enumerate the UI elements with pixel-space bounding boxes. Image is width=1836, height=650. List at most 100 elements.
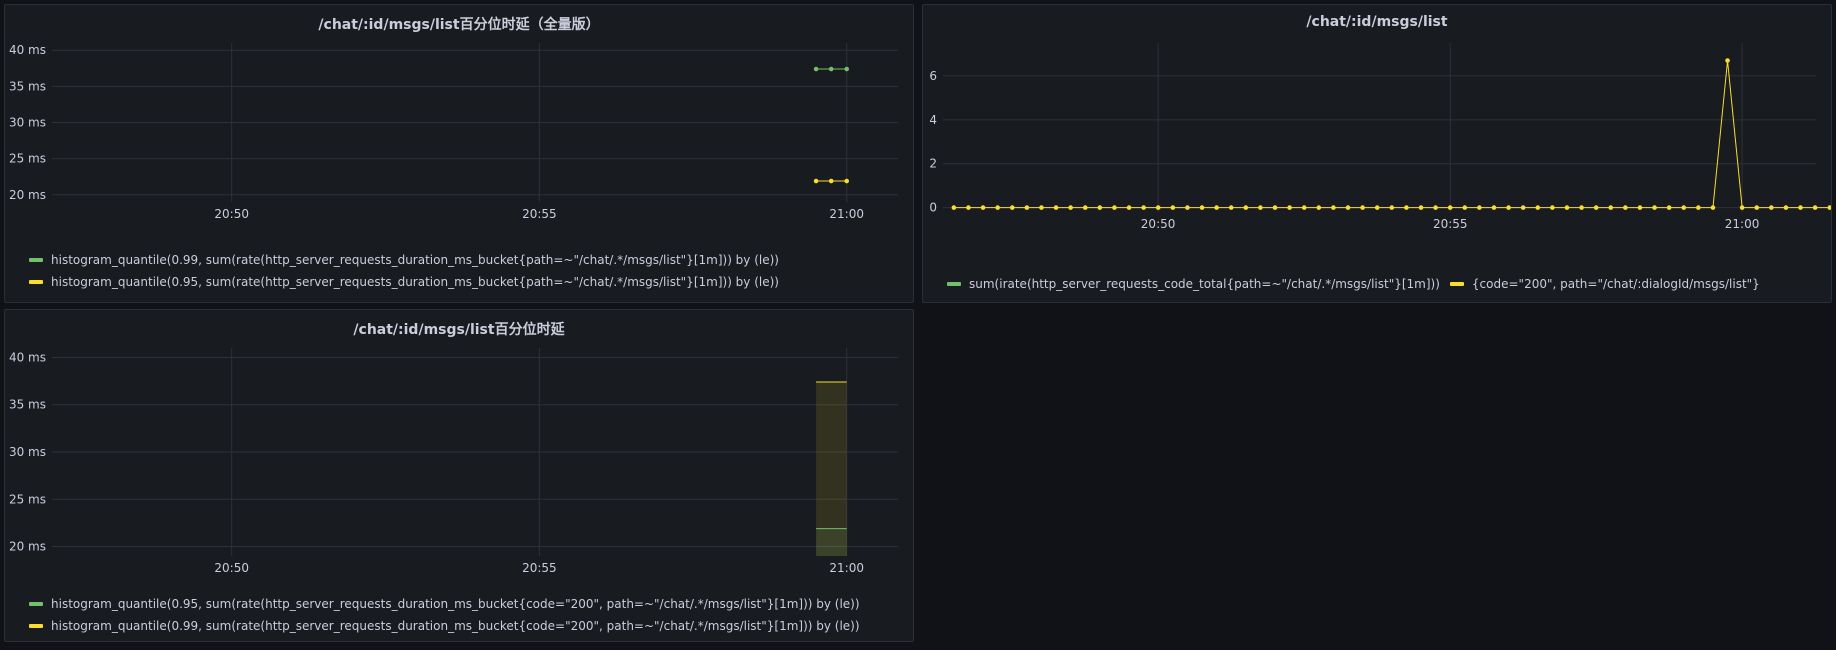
- panel-title[interactable]: /chat/:id/msgs/list: [1306, 14, 1448, 30]
- data-point: [1287, 205, 1292, 210]
- x-tick-label: 21:00: [829, 207, 864, 221]
- legend-label: histogram_quantile(0.99, sum(rate(http_s…: [51, 253, 779, 267]
- legend-item-p95[interactable]: histogram_quantile(0.95, sum(rate(http_s…: [29, 271, 779, 293]
- data-point: [1214, 205, 1219, 210]
- legend-swatch-yellow: [29, 624, 43, 628]
- data-point: [1550, 205, 1555, 210]
- data-point: [1783, 205, 1789, 210]
- x-tick-label: 20:55: [522, 207, 557, 221]
- data-point: [1652, 205, 1657, 210]
- data-point: [1053, 205, 1059, 210]
- data-point: [813, 66, 819, 72]
- legend-item-sum[interactable]: sum(irate(http_server_requests_code_tota…: [947, 277, 1440, 291]
- data-point: [1812, 205, 1818, 210]
- data-point: [1082, 205, 1088, 210]
- data-point: [1272, 205, 1278, 210]
- data-point: [1769, 205, 1774, 210]
- data-point: [1593, 205, 1599, 210]
- latency-chart-full: 20 ms 25 ms 30 ms 35 ms 40 ms 20:50 20:55 21:00: [9, 43, 898, 221]
- panel-title[interactable]: /chat/:id/msgs/list百分位时延（全量版）: [318, 17, 600, 33]
- legend-swatch-green: [29, 258, 43, 262]
- data-point: [1520, 205, 1526, 210]
- y-tick-label: 20 ms: [9, 540, 46, 554]
- legend-item-p99[interactable]: histogram_quantile(0.99, sum(rate(http_s…: [29, 615, 860, 637]
- data-point: [1637, 205, 1643, 210]
- x-tick-label: 20:55: [1433, 217, 1468, 231]
- data-point: [1097, 205, 1103, 210]
- data-point: [1827, 205, 1831, 210]
- y-tick-label: 30 ms: [9, 445, 46, 459]
- data-point: [1316, 205, 1322, 210]
- legend-swatch-green: [947, 282, 961, 286]
- requests-panel: /chat/:id/msgs/list 0 2 4 6 20:50 20:55 21:00 …: [922, 4, 1832, 303]
- data-point: [1009, 205, 1015, 210]
- data-point: [1141, 205, 1146, 210]
- latency-panel-full: /chat/:id/msgs/list百分位时延（全量版） 20 ms 25 ms…: [4, 4, 914, 303]
- data-point: [1243, 205, 1249, 210]
- y-tick-label: 25 ms: [9, 492, 46, 506]
- data-point: [966, 205, 971, 210]
- data-point: [1696, 205, 1701, 210]
- data-point: [1170, 205, 1176, 210]
- legend-item-code200[interactable]: {code="200", path="/chat/:dialogId/msgs/…: [1449, 277, 1760, 291]
- data-point: [1739, 205, 1745, 210]
- y-tick-label: 25 ms: [9, 152, 46, 166]
- legend-item-p99[interactable]: histogram_quantile(0.99, sum(rate(http_s…: [29, 249, 779, 271]
- y-tick-label: 30 ms: [9, 116, 46, 130]
- data-point: [1754, 205, 1760, 210]
- data-point: [980, 205, 986, 210]
- data-point: [995, 205, 1000, 210]
- data-point: [1112, 205, 1117, 210]
- data-point: [1433, 205, 1438, 210]
- data-point: [1535, 205, 1541, 210]
- y-tick-label: 35 ms: [9, 398, 46, 412]
- data-point: [1681, 205, 1687, 210]
- latency-panel: /chat/:id/msgs/list百分位时延 20 ms 25 ms 30 ms…: [4, 309, 914, 642]
- requests-chart: 0 2 4 6 20:50 20:55 21:00: [929, 43, 1831, 231]
- data-point: [1360, 205, 1365, 210]
- data-point: [1228, 205, 1234, 210]
- x-tick-label: 21:00: [829, 561, 864, 575]
- data-point: [813, 178, 819, 184]
- x-tick-label: 20:50: [214, 561, 249, 575]
- data-point: [1666, 205, 1672, 210]
- data-point: [1798, 205, 1803, 210]
- area-fill-p99: [816, 382, 847, 556]
- legend-item-p95[interactable]: histogram_quantile(0.95, sum(rate(http_s…: [29, 593, 860, 615]
- data-point: [1404, 205, 1409, 210]
- y-tick-label: 2: [929, 157, 937, 171]
- x-tick-label: 20:55: [522, 561, 557, 575]
- y-tick-label: 0: [929, 201, 937, 215]
- y-tick-label: 6: [929, 69, 937, 83]
- data-point: [828, 66, 834, 72]
- data-point: [1389, 205, 1395, 210]
- data-point: [1447, 205, 1453, 210]
- y-tick-label: 40 ms: [9, 43, 46, 57]
- legend-label: sum(irate(http_server_requests_code_tota…: [969, 277, 1440, 291]
- data-point: [844, 66, 850, 72]
- data-point: [1126, 205, 1132, 210]
- series-line: [953, 60, 1830, 209]
- panel-title[interactable]: /chat/:id/msgs/list百分位时延: [353, 322, 565, 338]
- legend-swatch-yellow: [29, 280, 43, 284]
- x-tick-label: 20:50: [1141, 217, 1176, 231]
- chart-legend: histogram_quantile(0.99, sum(rate(http_s…: [29, 249, 779, 293]
- data-point: [1623, 205, 1628, 210]
- data-point: [1155, 205, 1161, 210]
- y-tick-label: 4: [929, 113, 937, 127]
- data-point: [1301, 205, 1307, 210]
- data-point: [1258, 205, 1263, 210]
- data-point: [1039, 205, 1044, 210]
- legend-swatch-green: [29, 602, 43, 606]
- data-point: [1462, 205, 1468, 210]
- data-point: [1185, 205, 1190, 210]
- chart-legend: sum(irate(http_server_requests_code_tota…: [947, 273, 1770, 295]
- data-point: [1608, 205, 1614, 210]
- data-point: [1199, 205, 1205, 210]
- data-point: [828, 178, 834, 184]
- y-tick-label: 20 ms: [9, 188, 46, 202]
- data-point: [1579, 205, 1584, 210]
- area-fill-p95: [816, 528, 847, 556]
- data-point: [1024, 205, 1030, 210]
- data-point: [1068, 205, 1073, 210]
